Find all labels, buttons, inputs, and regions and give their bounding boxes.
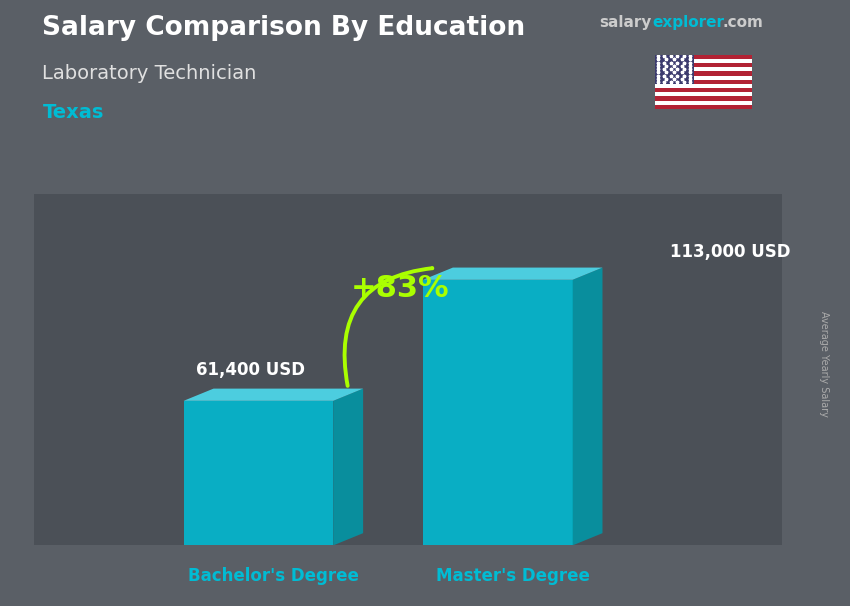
Bar [654, 105, 752, 109]
Bar [654, 63, 752, 67]
FancyArrowPatch shape [344, 268, 433, 386]
Polygon shape [184, 388, 363, 401]
Polygon shape [573, 268, 603, 545]
Bar [654, 67, 752, 72]
Bar [654, 96, 752, 101]
Bar [654, 101, 752, 105]
Polygon shape [184, 401, 333, 545]
Text: 113,000 USD: 113,000 USD [670, 244, 791, 261]
Bar [654, 92, 752, 96]
Text: explorer: explorer [652, 15, 724, 30]
Text: Texas: Texas [42, 103, 104, 122]
Text: .com: .com [722, 15, 763, 30]
Bar [654, 55, 752, 59]
Text: 61,400 USD: 61,400 USD [196, 361, 305, 379]
Polygon shape [423, 268, 603, 280]
Text: Master's Degree: Master's Degree [436, 567, 590, 585]
Text: +83%: +83% [351, 274, 450, 303]
Polygon shape [333, 388, 363, 545]
Text: Bachelor's Degree: Bachelor's Degree [188, 567, 359, 585]
Bar [654, 59, 752, 63]
Bar [654, 88, 752, 92]
Text: Average Yearly Salary: Average Yearly Salary [819, 311, 829, 416]
Text: Salary Comparison By Education: Salary Comparison By Education [42, 15, 525, 41]
Bar [654, 80, 752, 84]
Bar [654, 55, 694, 84]
Bar [654, 76, 752, 80]
Bar [654, 84, 752, 88]
Polygon shape [423, 280, 573, 545]
Text: Laboratory Technician: Laboratory Technician [42, 64, 257, 82]
Text: salary: salary [599, 15, 652, 30]
Bar [654, 72, 752, 76]
